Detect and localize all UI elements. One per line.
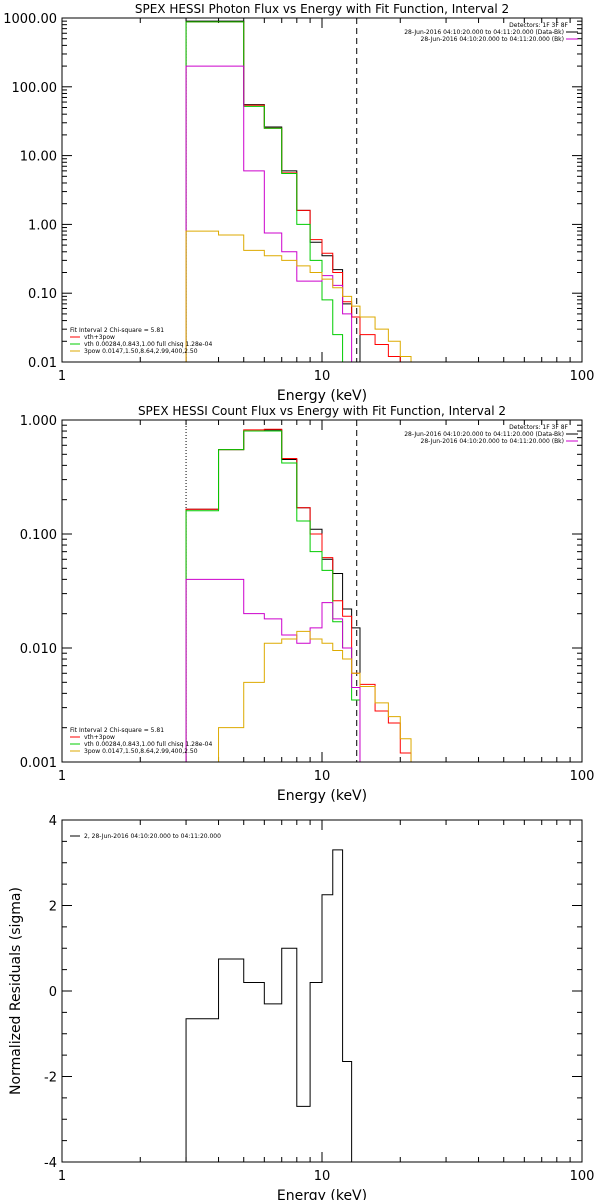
series-line-3 [185,430,361,762]
y-axis-label: Normalized Residuals (sigma) [8,887,24,1095]
legend-header: Detectors: 1F 3F 8F [509,22,568,29]
legend-entry: 28-Jun-2016 04:10:20.000 to 04:11:20.000… [404,431,564,438]
x-tick-label: 100 [570,1169,595,1184]
x-tick-label: 100 [570,369,595,384]
series-line-4 [185,578,361,762]
data-layer [185,849,353,1162]
series-line-5 [185,230,426,362]
series-line-1 [185,429,361,762]
legend-header: Detectors: 1F 3F 8F [509,424,568,431]
x-tick-label: 100 [570,769,595,784]
x-axis-label: Energy (keV) [277,788,367,804]
plot-frame [61,17,583,363]
y-tick-label: 0.100 [20,528,57,543]
y-tick-label: 10.00 [20,150,57,165]
legend-entry: vth 0.00284,0.843,1.00 full chisq 1.28e-… [84,741,212,748]
y-tick-label: 1.00 [28,218,57,233]
y-tick-label: 0.010 [20,642,57,657]
series-line-2 [185,428,412,762]
legend-entry: vth 0.00284,0.843,1.00 full chisq 1.28e-… [84,341,212,348]
legend-entry: 2, 28-Jun-2016 04:10:20.000 to 04:11:20.… [84,833,221,840]
x-axis-label: Energy (keV) [277,1188,367,1200]
data-layer [185,18,426,362]
x-tick-label: 1 [58,769,66,784]
series-line-1 [185,20,361,362]
y-tick-label: -2 [44,1071,57,1086]
chart-panel-1: SPEX HESSI Photon Flux vs Energy with Fi… [3,2,594,404]
legend-entry: vth+3pow [84,334,115,341]
y-tick-label: 0.01 [28,356,57,371]
chart-panel-2: SPEX HESSI Count Flux vs Energy with Fit… [20,404,595,804]
data-layer [185,420,426,762]
plot-frame [61,419,583,763]
chart-panel-3: 1 10 100 -4 -2 0 2 4 Energy (keV) Normalized Resi… [8,814,594,1200]
legend-entry: 3pow 0.0147,1.50,8.64,2.99,400,2.50 [84,748,198,755]
chart-title: SPEX HESSI Photon Flux vs Energy with Fi… [135,2,509,16]
y-tick-label: 1.000 [20,414,57,429]
x-tick-label: 1 [58,369,66,384]
y-tick-label: 1000.00 [3,12,57,27]
x-tick-label: 10 [314,769,331,784]
x-tick-label: 1 [58,1169,66,1184]
series-line-3 [185,21,352,362]
y-tick-label: 4 [49,814,57,829]
y-tick-label: 0 [49,985,57,1000]
series-line-5 [186,630,426,762]
legend-entry: 28-Jun-2016 04:10:20.000 to 04:11:20.000… [421,36,564,43]
y-tick-label: 0.001 [20,756,57,771]
y-tick-label: 100.00 [12,81,58,96]
chart-title: SPEX HESSI Count Flux vs Energy with Fit… [138,404,506,418]
series-line-4 [185,65,353,362]
series-line-1 [185,849,353,1162]
y-tick-label: 0.10 [28,287,57,302]
y-tick-label: -4 [44,1156,57,1171]
legend-entry: 3pow 0.0147,1.50,8.64,2.99,400,2.50 [84,348,198,355]
legend-header: Fit Interval 2 Chi-square = 5.81 [70,727,164,734]
x-tick-label: 10 [314,1169,331,1184]
x-tick-label: 10 [314,369,331,384]
legend-entry: 28-Jun-2016 04:10:20.000 to 04:11:20.000… [421,438,564,445]
y-tick-label: 2 [49,900,57,915]
series-line-2 [185,21,401,362]
x-axis-label: Energy (keV) [277,388,367,404]
legend-entry: 28-Jun-2016 04:10:20.000 to 04:11:20.000… [404,29,564,36]
plot-frame [61,819,583,1163]
legend-header: Fit Interval 2 Chi-square = 5.81 [70,327,164,334]
legend-entry: vth+3pow [84,734,115,741]
